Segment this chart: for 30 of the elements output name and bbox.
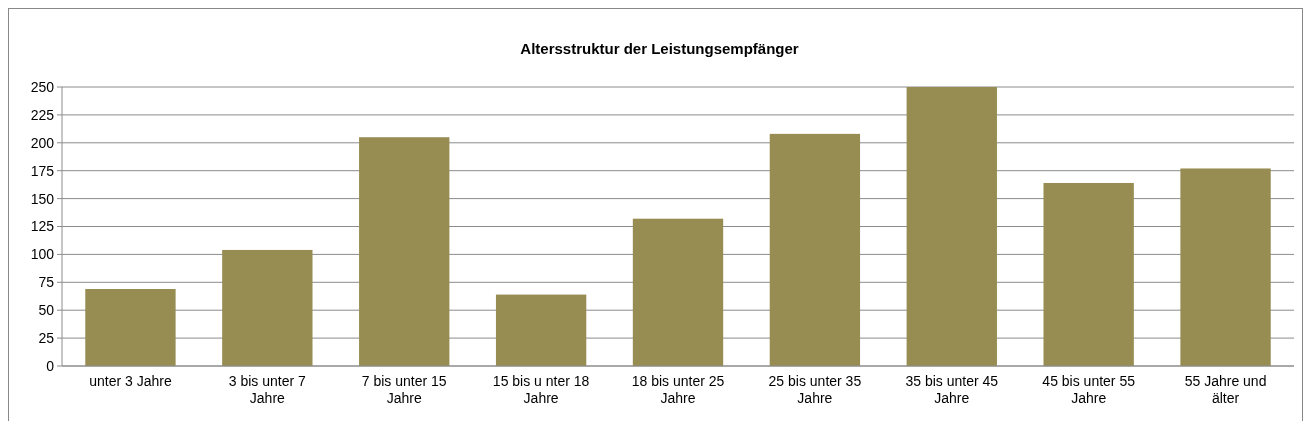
x-tick-label: 18 bis unter 25 Jahre — [631, 373, 725, 406]
x-tick-label: 55 Jahre und älter — [1184, 373, 1267, 406]
y-tick-label: 25 — [38, 330, 55, 346]
chart-title: Altersstruktur der Leistungsempfänger — [520, 40, 799, 57]
y-tick-label: 250 — [30, 78, 55, 95]
bar — [495, 294, 587, 366]
y-tick-label: 75 — [38, 274, 55, 291]
y-tick-label: 175 — [30, 162, 55, 179]
bar — [359, 137, 450, 366]
y-tick-label: 150 — [30, 190, 55, 207]
bar — [222, 249, 313, 366]
y-tick-label: 50 — [38, 302, 55, 319]
y-tick-label: 125 — [30, 218, 55, 235]
bar — [85, 289, 176, 366]
bar — [769, 133, 861, 366]
x-tick-label: unter 3 Jahre — [89, 373, 172, 389]
x-tick-label: 35 bis unter 45 Jahre — [905, 373, 999, 406]
bar — [906, 87, 997, 366]
y-tick-label: 0 — [46, 357, 55, 374]
x-tick-label: 15 bis u nter 18 Jahre — [492, 373, 590, 406]
bar — [1043, 182, 1134, 366]
y-tick-label: 225 — [30, 106, 55, 123]
x-tick-label: 45 bis unter 55 Jahre — [1042, 373, 1136, 406]
x-tick-label: 7 bis unter 15 Jahre — [361, 373, 447, 406]
bar — [1180, 168, 1271, 366]
y-tick-label: 100 — [30, 246, 55, 263]
x-tick-label: 3 bis unter 7 Jahre — [228, 373, 307, 406]
bar — [632, 218, 724, 366]
x-tick-label: 25 bis unter 35 Jahre — [768, 373, 862, 406]
y-tick-label: 200 — [30, 134, 55, 151]
